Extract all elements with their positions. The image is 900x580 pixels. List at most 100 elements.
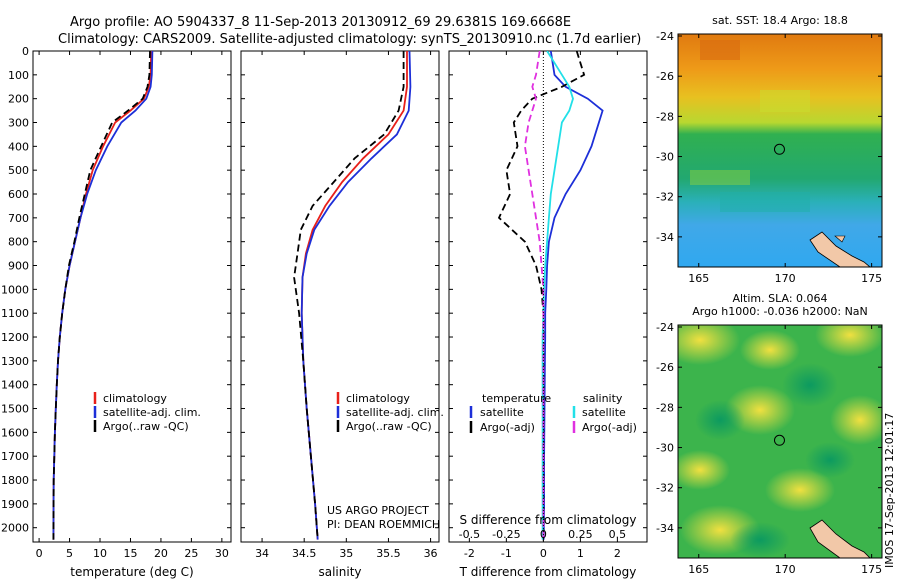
depth-tick-label: 1500 bbox=[1, 403, 29, 416]
map-y-tick: -34 bbox=[656, 522, 674, 535]
salinity-legend: climatology satellite-adj. clim. Argo(..… bbox=[336, 392, 444, 433]
map-x-tick: 175 bbox=[861, 272, 882, 285]
x-tick-label: 10 bbox=[93, 547, 107, 560]
series-argo-raw-qc bbox=[52, 51, 151, 540]
x-tick-label: 34 bbox=[255, 547, 269, 560]
series-salinity-argo-adj bbox=[523, 51, 545, 540]
header-line-2: Climatology: CARS2009. Satellite-adjuste… bbox=[58, 32, 641, 47]
sla-map: Altim. SLA: 0.064 Argo h1000: -0.036 h20… bbox=[656, 292, 883, 576]
difference-legend: temperature salinity satellite Argo(-adj… bbox=[469, 392, 637, 434]
header-line-1: Argo profile: AO 5904337_8 11-Sep-2013 2… bbox=[70, 15, 571, 30]
depth-tick-label: 100 bbox=[8, 69, 29, 82]
s-tick-label: 0.5 bbox=[609, 528, 627, 541]
depth-tick-label: 300 bbox=[8, 117, 29, 130]
depth-ticks: 0 100 200 300 400 500 600 700 800 900 1000 1100 1200… bbox=[1, 45, 647, 535]
svg-text:Argo(-adj): Argo(-adj) bbox=[480, 421, 535, 434]
depth-tick-label: 1900 bbox=[1, 498, 29, 511]
sst-argo-marker bbox=[773, 143, 785, 155]
salinity-lines bbox=[293, 51, 412, 540]
s-tick-label: 0.25 bbox=[568, 528, 593, 541]
svg-text:satellite-adj. clim.: satellite-adj. clim. bbox=[103, 406, 201, 419]
series-argo-raw-qc bbox=[293, 51, 405, 540]
svg-text:satellite: satellite bbox=[480, 406, 524, 419]
map-y-tick: -24 bbox=[656, 30, 674, 43]
sla-map-title-1: Altim. SLA: 0.064 bbox=[732, 292, 827, 305]
difference-axes bbox=[448, 50, 648, 543]
sla-argo-marker bbox=[773, 434, 785, 446]
map-y-tick: -26 bbox=[656, 70, 674, 83]
difference-lines bbox=[497, 51, 604, 542]
map-y-tick: -34 bbox=[656, 231, 674, 244]
series-temperature-satellite bbox=[542, 51, 604, 540]
svg-text:Argo(-adj): Argo(-adj) bbox=[582, 421, 637, 434]
map-y-tick: -30 bbox=[656, 151, 674, 164]
depth-tick-label: 1800 bbox=[1, 474, 29, 487]
difference-xlabel: T difference from climatology bbox=[459, 565, 637, 579]
map-x-tick: 170 bbox=[775, 272, 796, 285]
map-x-tick: 165 bbox=[688, 563, 709, 576]
depth-tick-label: 600 bbox=[8, 188, 29, 201]
s-tick-label: -0.5 bbox=[459, 528, 480, 541]
map-y-tick: -30 bbox=[656, 442, 674, 455]
x-tick-label: 0 bbox=[36, 547, 43, 560]
series-climatology bbox=[300, 51, 408, 540]
difference-xlabel-top: S difference from climatology bbox=[460, 513, 637, 527]
x-tick-label: 34.5 bbox=[292, 547, 317, 560]
depth-tick-label: 1700 bbox=[1, 450, 29, 463]
x-tick-label: 5 bbox=[66, 547, 73, 560]
x-tick-label: 30 bbox=[215, 547, 229, 560]
sst-map-title: sat. SST: 18.4 Argo: 18.8 bbox=[712, 14, 848, 27]
sst-map: sat. SST: 18.4 Argo: 18.8 165 170 175 -24 -2… bbox=[656, 14, 883, 285]
depth-tick-label: 900 bbox=[8, 260, 29, 273]
svg-text:Argo(..raw -QC): Argo(..raw -QC) bbox=[103, 420, 189, 433]
temperature-legend: climatology satellite-adj. clim. Argo(..… bbox=[93, 392, 201, 433]
x-tick-label: 2 bbox=[614, 547, 621, 560]
svg-text:satellite-adj. clim.: satellite-adj. clim. bbox=[346, 406, 444, 419]
series-salinity-satellite bbox=[541, 51, 574, 540]
map-y-tick: -24 bbox=[656, 321, 674, 334]
depth-tick-label: 1600 bbox=[1, 426, 29, 439]
svg-text:satellite: satellite bbox=[582, 406, 626, 419]
sla-map-title-2: Argo h1000: -0.036 h2000: NaN bbox=[692, 305, 868, 318]
s-tick-label: 0 bbox=[540, 528, 547, 541]
depth-tick-label: 400 bbox=[8, 140, 29, 153]
x-tick-label: 15 bbox=[123, 547, 137, 560]
x-tick-label: 1 bbox=[577, 547, 584, 560]
x-tick-label: 35 bbox=[339, 547, 353, 560]
salinity-axes bbox=[240, 50, 440, 543]
map-x-tick: 165 bbox=[688, 272, 709, 285]
depth-tick-label: 1400 bbox=[1, 379, 29, 392]
x-tick-label: 0 bbox=[540, 547, 547, 560]
svg-text:climatology: climatology bbox=[103, 392, 167, 405]
depth-tick-label: 500 bbox=[8, 164, 29, 177]
map-y-tick: -28 bbox=[656, 110, 674, 123]
map-y-tick: -32 bbox=[656, 482, 674, 495]
map-y-tick: -32 bbox=[656, 191, 674, 204]
s-tick-label: -0.25 bbox=[492, 528, 520, 541]
project-annotation-2: PI: DEAN ROEMMICH bbox=[327, 518, 440, 531]
depth-tick-label: 1100 bbox=[1, 307, 29, 320]
series-climatology bbox=[52, 51, 153, 540]
x-tick-label: 25 bbox=[184, 547, 198, 560]
x-tick-label: 36 bbox=[424, 547, 438, 560]
map-x-tick: 170 bbox=[775, 563, 796, 576]
depth-tick-label: 1300 bbox=[1, 355, 29, 368]
temperature-lines bbox=[52, 51, 154, 540]
series-temperature-argo-adj bbox=[497, 51, 586, 540]
temperature-axes bbox=[32, 50, 232, 543]
map-x-tick: 175 bbox=[861, 563, 882, 576]
temperature-xlabel: temperature (deg C) bbox=[70, 565, 193, 579]
x-tick-label: 20 bbox=[154, 547, 168, 560]
credit-stamp: IMOS 17-Sep-2013 12:01:17 bbox=[883, 413, 896, 568]
depth-tick-label: 1200 bbox=[1, 331, 29, 344]
map-y-tick: -26 bbox=[656, 361, 674, 374]
svg-text:climatology: climatology bbox=[346, 392, 410, 405]
svg-text:temperature: temperature bbox=[482, 392, 551, 405]
salinity-xlabel: salinity bbox=[318, 565, 361, 579]
x-tick-label: 35.5 bbox=[376, 547, 401, 560]
depth-tick-label: 2000 bbox=[1, 522, 29, 535]
depth-tick-label: 0 bbox=[22, 45, 29, 58]
svg-text:salinity: salinity bbox=[583, 392, 623, 405]
x-ticks: 0 5 10 15 20 25 30 34 34.5 35 35.5 36 -2 -1 0 1 2 -0.5 -0.… bbox=[36, 51, 627, 560]
